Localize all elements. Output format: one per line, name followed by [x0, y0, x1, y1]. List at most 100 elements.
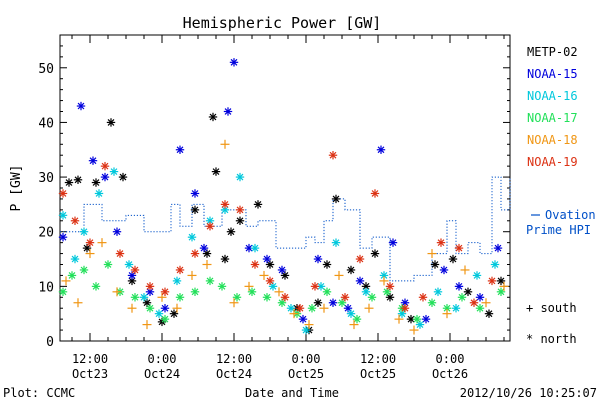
x-tick-label-time: 12:00 — [72, 352, 108, 366]
point-noaa-15 — [199, 243, 209, 253]
point-noaa-16 — [346, 309, 356, 318]
point-noaa-19 — [265, 276, 275, 286]
legend-entry-metp-02: METP-02 — [527, 45, 578, 59]
point-noaa-18 — [112, 287, 122, 297]
y-tick-label: 20 — [38, 226, 54, 241]
x-tick-label-date: Oct25 — [360, 367, 396, 381]
point-noaa-19 — [295, 304, 305, 313]
point-noaa-19 — [115, 249, 125, 258]
point-noaa-15 — [298, 314, 308, 324]
y-tick-label: 50 — [38, 62, 54, 77]
point-noaa-19 — [340, 293, 350, 302]
point-noaa-18 — [394, 314, 404, 324]
x-tick-label-time: 0:00 — [436, 352, 465, 366]
point-noaa-15 — [160, 304, 170, 313]
point-noaa-17 — [322, 287, 332, 297]
x-tick-label-date: Oct26 — [432, 367, 468, 381]
point-metp-02 — [385, 293, 395, 302]
point-noaa-17 — [160, 314, 170, 324]
x-tick-label-date: Oct25 — [288, 367, 324, 381]
point-noaa-19 — [175, 265, 185, 275]
point-noaa-19 — [355, 254, 365, 264]
point-noaa-18 — [244, 281, 254, 291]
point-noaa-17 — [205, 276, 215, 286]
point-metp-02 — [313, 298, 323, 307]
y-tick-label: 40 — [38, 116, 54, 131]
point-metp-02 — [448, 254, 458, 264]
point-noaa-16 — [433, 287, 443, 297]
point-noaa-18 — [97, 238, 107, 248]
point-noaa-18 — [142, 320, 152, 330]
point-noaa-15 — [76, 101, 86, 111]
point-noaa-18 — [289, 309, 299, 319]
point-noaa-18 — [499, 281, 509, 291]
point-noaa-16 — [301, 325, 311, 335]
legend-marker-south: + south — [526, 301, 577, 315]
point-noaa-18 — [427, 249, 437, 259]
point-metp-02 — [202, 249, 212, 258]
point-noaa-18 — [319, 303, 329, 313]
point-noaa-16 — [235, 172, 245, 182]
point-noaa-18 — [187, 270, 197, 280]
y-tick-label: 0 — [46, 335, 54, 350]
point-noaa-17 — [67, 271, 77, 280]
legend: METP-02 NOAA-15 NOAA-16 NOAA-17 NOAA-18 … — [526, 45, 596, 346]
point-metp-02 — [118, 172, 128, 182]
point-noaa-19 — [70, 216, 80, 225]
point-noaa-17 — [367, 293, 377, 302]
point-noaa-16 — [109, 167, 119, 176]
point-noaa-15 — [355, 276, 365, 286]
point-noaa-19 — [250, 260, 260, 269]
point-metp-02 — [64, 178, 74, 187]
point-noaa-18 — [172, 303, 182, 313]
x-tick-label-time: 0:00 — [148, 352, 177, 366]
point-noaa-15 — [328, 298, 338, 307]
point-noaa-17 — [352, 314, 362, 324]
x-tick-label-time: 12:00 — [360, 352, 396, 366]
point-noaa-18 — [61, 276, 71, 286]
point-noaa-18 — [202, 260, 212, 269]
point-noaa-19 — [418, 293, 428, 302]
point-noaa-17 — [262, 293, 272, 302]
point-noaa-19 — [58, 189, 68, 198]
point-noaa-16 — [139, 293, 149, 302]
point-noaa-17 — [103, 260, 113, 269]
point-noaa-19 — [280, 293, 290, 302]
point-noaa-15 — [475, 293, 485, 302]
point-noaa-18 — [364, 303, 374, 313]
point-noaa-17 — [217, 282, 227, 291]
point-noaa-17 — [91, 282, 101, 291]
point-noaa-17 — [145, 304, 155, 313]
point-noaa-15 — [262, 254, 272, 264]
point-noaa-17 — [190, 287, 200, 297]
legend-ovation-line1: Ovation — [545, 208, 596, 222]
point-noaa-18 — [481, 298, 491, 308]
point-metp-02 — [430, 260, 440, 269]
point-noaa-17 — [427, 298, 437, 307]
legend-entry-noaa-17: NOAA-17 — [527, 111, 578, 125]
point-noaa-19 — [100, 161, 110, 171]
x-tick-label-date: Oct23 — [72, 367, 108, 381]
y-tick-label: 30 — [38, 171, 54, 186]
point-noaa-16 — [154, 309, 164, 318]
legend-entry-noaa-19: NOAA-19 — [527, 155, 578, 169]
point-noaa-16 — [172, 276, 182, 286]
data-points — [58, 58, 509, 335]
point-noaa-17 — [457, 293, 467, 302]
point-noaa-19 — [235, 205, 245, 215]
x-tick-label-time: 12:00 — [216, 352, 252, 366]
point-noaa-18 — [229, 298, 239, 308]
point-noaa-15 — [454, 282, 464, 291]
point-noaa-17 — [175, 293, 185, 302]
ovation-prime-hpi-step-line — [60, 176, 511, 282]
point-noaa-15 — [439, 265, 449, 275]
point-noaa-15 — [58, 232, 68, 242]
point-noaa-19 — [190, 249, 200, 258]
point-metp-02 — [370, 249, 380, 258]
point-noaa-15 — [223, 107, 233, 116]
y-axis: 0 10 20 30 40 50 — [38, 45, 510, 350]
point-noaa-16 — [286, 304, 296, 313]
point-noaa-17 — [79, 265, 89, 275]
point-noaa-16 — [472, 271, 482, 280]
point-metp-02 — [169, 309, 179, 318]
